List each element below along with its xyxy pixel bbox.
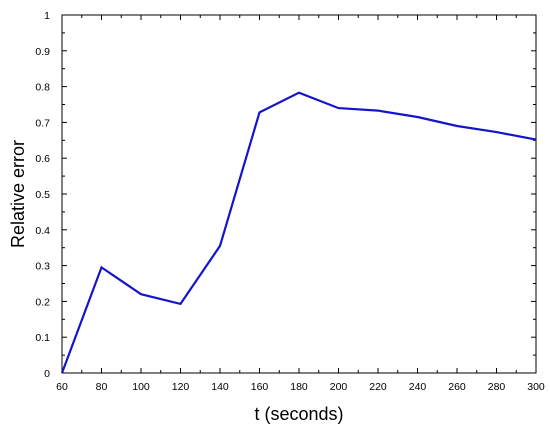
x-tick-label: 120: [172, 381, 190, 393]
x-tick-label: 300: [527, 381, 545, 393]
ticks: 60 80 100 120 140 160 180 200 220 240 260 280 300 0 0.…: [35, 10, 545, 393]
x-tick-label: 100: [132, 381, 150, 393]
y-tick-label: 0.4: [35, 225, 50, 237]
y-tick-label: 1: [44, 10, 50, 22]
x-axis-title: t (seconds): [254, 404, 343, 424]
axes: [61, 14, 537, 374]
x-tick-label: 240: [409, 381, 427, 393]
x-tick-label: 220: [369, 381, 387, 393]
y-tick-label: 0.1: [35, 332, 50, 344]
x-tick-label: 140: [211, 381, 229, 393]
y-tick-label: 0: [44, 368, 50, 380]
x-tick-label: 160: [251, 381, 269, 393]
y-tick-label: 0.6: [35, 153, 50, 165]
x-tick-label: 200: [330, 381, 348, 393]
y-axis-title: Relative error: [8, 140, 28, 248]
y-tick-label: 0.5: [35, 189, 50, 201]
y-tick-label: 0.8: [35, 82, 50, 94]
y-tick-label: 0.3: [35, 261, 50, 273]
series-group: [60, 91, 537, 374]
x-tick-label: 260: [448, 381, 466, 393]
x-tick-label: 80: [96, 381, 108, 393]
y-tick-label: 0.2: [35, 296, 50, 308]
x-tick-label: 60: [56, 381, 68, 393]
y-tick-label: 0.7: [35, 117, 50, 129]
series-line: [60, 91, 537, 374]
plot-frame: [61, 14, 537, 374]
y-tick-label: 0.9: [35, 46, 50, 58]
x-tick-label: 180: [290, 381, 308, 393]
x-tick-label: 280: [488, 381, 506, 393]
